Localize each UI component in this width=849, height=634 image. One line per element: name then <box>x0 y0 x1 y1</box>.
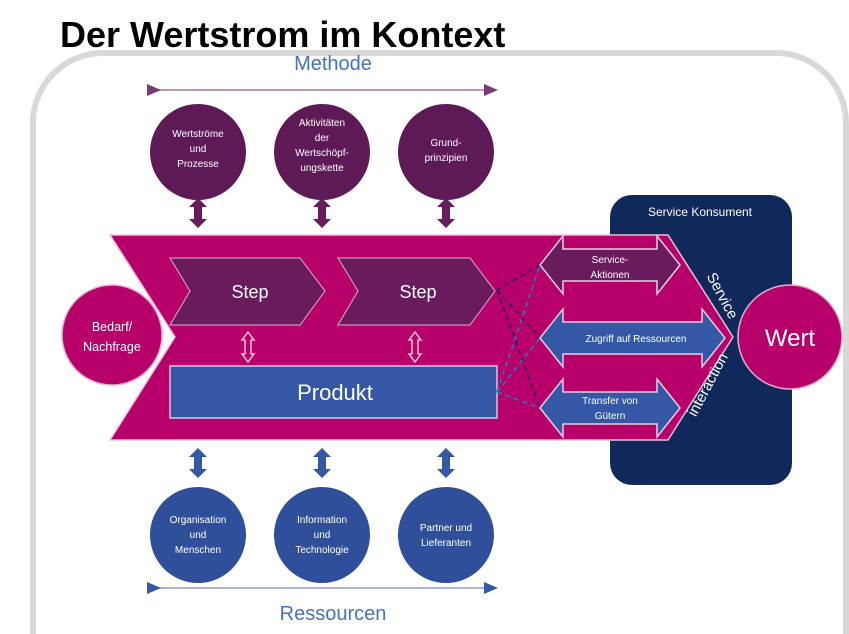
product-label: Produkt <box>297 380 373 405</box>
ressourcen-label: Ressourcen <box>280 603 387 625</box>
product-box <box>169 365 498 419</box>
page-title: Der Wertstrom im Kontext <box>60 14 505 55</box>
resource-access-arrow <box>539 306 726 370</box>
goods-transfer-arrow <box>539 376 681 440</box>
ressourcen-item-1: Organisation und Menschen <box>170 515 227 556</box>
methode-arrows <box>189 198 455 228</box>
step-chevron-1 <box>169 257 326 326</box>
methode-circle-1 <box>150 104 246 200</box>
methode-item-1: Wertströme und Prozesse <box>172 129 224 170</box>
ressourcen-circle-3 <box>398 487 494 583</box>
ressourcen-item-3: Partner und Lieferanten <box>420 523 472 549</box>
service-actions-label: Service-Aktionen <box>591 255 630 281</box>
demand-label: Bedarf/Nachfrage <box>83 320 141 354</box>
methode-label: Methode <box>294 53 372 75</box>
service-consumer-label: Service Konsument <box>648 205 753 219</box>
dashed-connectors <box>496 264 541 409</box>
ressourcen-circle-1 <box>150 487 246 583</box>
step-label-1: Step <box>231 282 268 302</box>
methode-circle-3 <box>398 104 494 200</box>
resource-access-label: Zugriff auf Ressourcen <box>586 334 687 345</box>
ressourcen-arrows <box>189 448 455 478</box>
goods-transfer-label: Transfer von Gütern <box>582 396 638 422</box>
value-label: Wert <box>765 325 816 352</box>
step-product-arrows <box>240 330 423 364</box>
methode-item-3: Grund-prinzipien <box>425 138 468 164</box>
ressourcen-item-2: Information und Technologie <box>295 515 349 556</box>
methode-circles: Wertströme und Prozesse Aktivitäten der Wert… <box>150 104 494 200</box>
service-actions-arrow <box>539 233 681 297</box>
ressourcen-circle-2 <box>274 487 370 583</box>
step-label-2: Step <box>399 282 436 302</box>
step-chevron-2 <box>337 257 496 326</box>
methode-circle-2 <box>274 104 370 200</box>
value-circle <box>737 284 843 390</box>
demand-circle <box>61 284 163 386</box>
ressourcen-circles: Organisation und Menschen Information und Te… <box>150 487 494 583</box>
methode-item-2: Aktivitäten der Wertschöpf-ungskette <box>295 118 349 174</box>
